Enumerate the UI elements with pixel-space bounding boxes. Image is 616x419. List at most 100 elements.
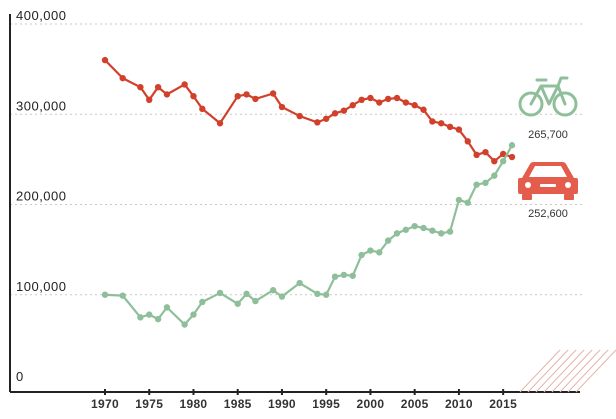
cars-point <box>411 102 418 109</box>
bicycles-point <box>438 230 445 237</box>
hatch-line <box>527 349 569 393</box>
hatch-corner <box>519 349 616 393</box>
bicycles-line <box>104 144 513 326</box>
cars-point <box>269 90 277 97</box>
cars-point <box>322 115 330 122</box>
cars-point <box>499 150 507 158</box>
x-tick-labels: 1970 1975 1980 1985 1990 1995 2000 2005 2010 2015 <box>91 389 517 411</box>
bicycles-point <box>508 142 516 149</box>
bicycles-point <box>402 226 410 233</box>
cars-point <box>146 96 153 104</box>
bicycles-point <box>137 314 144 321</box>
cars-point <box>349 102 356 109</box>
cars-point <box>278 103 286 111</box>
bicycles-point <box>322 291 330 298</box>
bicycles-point <box>154 315 162 323</box>
cars-point <box>455 126 463 133</box>
cars-point <box>296 112 303 120</box>
x-tick-label: 1975 <box>135 397 163 411</box>
cars-point <box>181 81 188 88</box>
bicycles-point <box>393 230 401 237</box>
x-tick-label: 1980 <box>180 397 208 411</box>
x-tick-label: 2010 <box>445 397 473 411</box>
bicycles-point <box>101 291 109 298</box>
y-tick-label: 0 <box>16 369 24 384</box>
bicycles-point <box>243 290 250 298</box>
gridlines <box>10 23 585 296</box>
bicycles-point <box>340 271 348 279</box>
bicycles-point <box>181 321 188 328</box>
cars-point <box>420 106 427 113</box>
cars-line <box>104 59 513 163</box>
cars-point <box>101 56 109 64</box>
bicycles-point <box>411 222 418 230</box>
x-tick-label: 1985 <box>224 397 252 411</box>
cars-point <box>491 157 498 165</box>
hatch-line <box>559 349 601 393</box>
series-cars <box>101 56 516 165</box>
bicycles-point <box>163 304 171 311</box>
hatch-line <box>567 349 609 393</box>
x-tick-label: 2005 <box>401 397 429 411</box>
cars-point <box>199 105 206 113</box>
bicycles-point <box>367 247 374 254</box>
bicycles-point <box>473 181 480 188</box>
cars-point <box>402 99 410 106</box>
bicycles-point <box>482 179 489 187</box>
bicycles-point <box>429 227 436 234</box>
hatch-line <box>543 349 585 393</box>
bicycles-point <box>146 311 153 318</box>
bicycles-point <box>234 300 241 307</box>
cars-point <box>482 148 489 156</box>
bicycles-point <box>331 273 339 280</box>
y-tick-label: 200,000 <box>16 189 67 204</box>
car-icon <box>518 162 578 200</box>
hatch-line <box>519 349 561 393</box>
x-tick-label: 1990 <box>268 397 296 411</box>
x-tick-label: 2000 <box>356 397 384 411</box>
series-layer <box>101 56 516 328</box>
bicycles-point <box>216 289 224 297</box>
y-tick-labels: 0 100,000 200,000 300,000 400,000 <box>16 8 67 384</box>
cars-point <box>216 120 224 127</box>
cars-point <box>234 93 241 100</box>
bicycles-point <box>491 172 498 179</box>
bicycles-point <box>349 272 356 279</box>
bicycles-point <box>119 292 126 299</box>
bicycles-point <box>446 228 454 235</box>
hatch-line <box>551 349 593 393</box>
bicycles-point <box>252 297 259 305</box>
bicycles-point <box>464 199 471 206</box>
y-tick-label: 100,000 <box>16 279 67 294</box>
cars-point <box>508 153 516 161</box>
bicycles-point <box>199 298 206 306</box>
bicycles-point <box>296 279 303 287</box>
bicycles-point <box>384 237 392 244</box>
bicycles-point <box>499 157 507 165</box>
cars-point <box>190 93 197 100</box>
x-tick-label: 2015 <box>489 397 517 411</box>
cars-point <box>464 138 471 145</box>
bicycles-point <box>278 293 286 300</box>
cars-point <box>340 107 348 114</box>
bicycle-icon <box>518 76 578 117</box>
hatch-line <box>575 349 616 393</box>
y-tick-label: 300,000 <box>16 98 67 113</box>
cars-point <box>393 94 401 102</box>
cars-point <box>252 95 259 103</box>
cars-point <box>446 123 454 131</box>
car-end-label: 252,600 <box>528 208 568 220</box>
cars-point <box>473 151 480 159</box>
bicycles-point <box>455 196 463 204</box>
bicycles-point <box>314 290 321 298</box>
bicycles-point <box>376 249 383 256</box>
bicycles-point <box>190 311 197 318</box>
cars-point <box>137 83 144 91</box>
bicycles-point <box>358 251 365 259</box>
cars-point <box>154 83 162 91</box>
series-bicycles <box>101 142 516 328</box>
cars-point <box>384 95 392 103</box>
cars-point <box>119 74 126 82</box>
cars-point <box>163 91 171 98</box>
